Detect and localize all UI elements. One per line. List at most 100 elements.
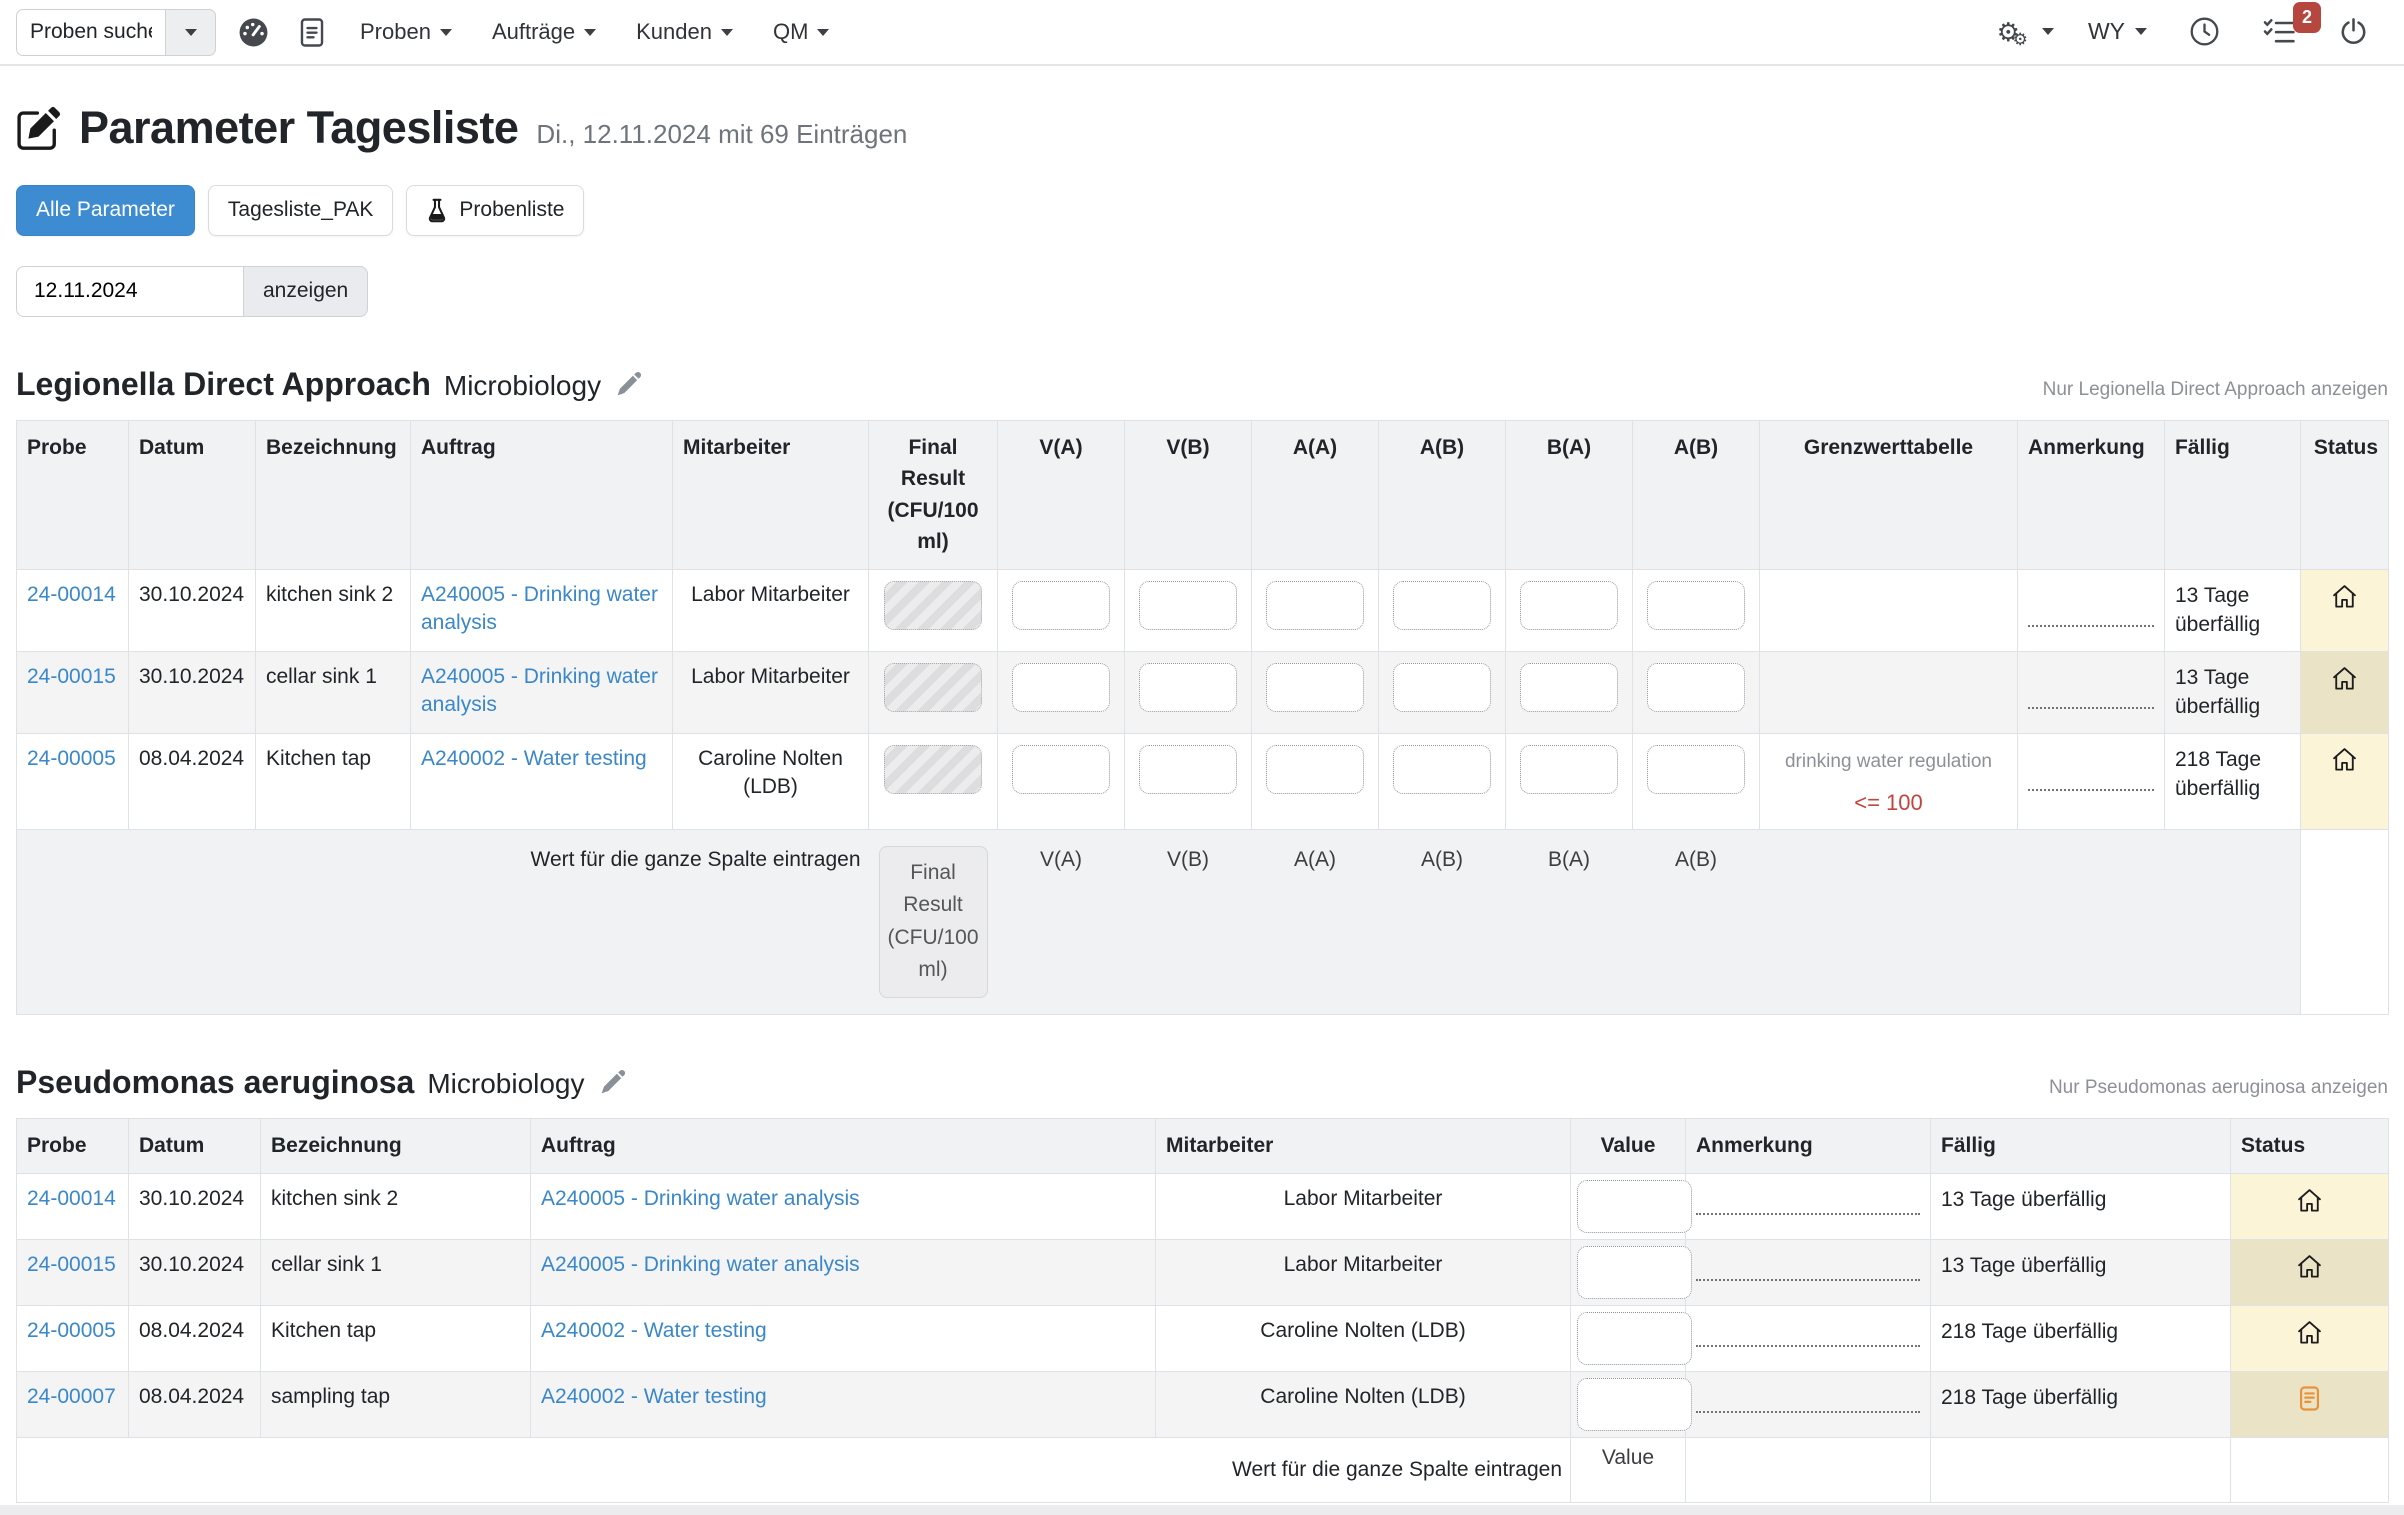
date-input[interactable]	[16, 266, 244, 317]
probe-link[interactable]: 24-00005	[27, 747, 116, 770]
col-status: Status	[2301, 420, 2389, 569]
edit-section-button[interactable]	[614, 370, 643, 399]
anmerkung-field[interactable]	[1696, 1411, 1920, 1413]
section-category: Microbiology	[427, 1065, 584, 1103]
a-b-input[interactable]	[1393, 745, 1491, 794]
chevron-down-icon	[721, 29, 733, 36]
menu-qm[interactable]: QM	[760, 17, 842, 47]
value-input[interactable]	[1577, 1180, 1692, 1233]
a-b2-input[interactable]	[1647, 663, 1745, 712]
tab-probenliste[interactable]: Probenliste	[406, 185, 584, 236]
fill-final-result-button[interactable]: Final Result (CFU/100 ml)	[879, 846, 988, 998]
probe-link[interactable]: 24-00014	[27, 583, 116, 606]
tab-alle-parameter[interactable]: Alle Parameter	[16, 185, 195, 236]
document-button[interactable]	[291, 17, 333, 48]
status-cell	[2231, 1239, 2389, 1305]
fill-ab2-button[interactable]: A(B)	[1633, 829, 1760, 1014]
a-b2-input[interactable]	[1647, 745, 1745, 794]
value-input[interactable]	[1577, 1246, 1692, 1299]
date-filter-group: anzeigen	[16, 266, 2388, 317]
column-fill-row: Wert für die ganze Spalte eintragen Valu…	[17, 1437, 2389, 1502]
col-aa: A(A)	[1252, 420, 1379, 569]
pseudomonas-table: Probe Datum Bezeichnung Auftrag Mitarbei…	[16, 1118, 2389, 1503]
probe-link[interactable]: 24-00015	[27, 1253, 116, 1276]
settings-menu[interactable]: ⚙⚙	[1997, 19, 2054, 45]
probe-link[interactable]: 24-00007	[27, 1385, 116, 1408]
chevron-down-icon	[2042, 28, 2054, 35]
v-b-input[interactable]	[1139, 663, 1237, 712]
logout-button[interactable]	[2331, 17, 2376, 46]
probe-link[interactable]: 24-00015	[27, 665, 116, 688]
a-b2-input[interactable]	[1647, 581, 1745, 630]
filter-only-legionella-link[interactable]: Nur Legionella Direct Approach anzeigen	[2043, 377, 2388, 403]
v-a-input[interactable]	[1012, 663, 1110, 712]
col-mitarbeiter: Mitarbeiter	[1156, 1119, 1571, 1174]
mitarbeiter-cell: Caroline Nolten (LDB)	[1156, 1305, 1571, 1371]
fill-aa-button[interactable]: A(A)	[1252, 829, 1379, 1014]
fill-ab-button[interactable]: A(B)	[1379, 829, 1506, 1014]
a-b-input[interactable]	[1393, 581, 1491, 630]
section-legionella-header: Legionella Direct Approach Microbiology …	[16, 363, 2388, 406]
mitarbeiter-cell: Caroline Nolten (LDB)	[673, 733, 869, 829]
anmerkung-field[interactable]	[1696, 1213, 1920, 1215]
filter-tabs: Alle Parameter Tagesliste_PAK Probenlist…	[16, 185, 2388, 236]
b-a-input[interactable]	[1520, 581, 1618, 630]
anmerkung-field[interactable]	[2028, 789, 2154, 791]
dashboard-button[interactable]	[230, 17, 277, 48]
fill-vb-button[interactable]: V(B)	[1125, 829, 1252, 1014]
v-a-input[interactable]	[1012, 581, 1110, 630]
menu-auftraege[interactable]: Aufträge	[479, 17, 609, 47]
auftrag-link[interactable]: A240002 - Water testing	[541, 1319, 767, 1342]
mitarbeiter-cell: Labor Mitarbeiter	[673, 569, 869, 651]
b-a-input[interactable]	[1520, 663, 1618, 712]
filter-only-pseudomonas-link[interactable]: Nur Pseudomonas aeruginosa anzeigen	[2049, 1075, 2388, 1101]
user-menu[interactable]: WY	[2088, 16, 2147, 47]
home-icon	[2296, 1319, 2323, 1346]
search-input[interactable]	[16, 9, 166, 56]
probe-link[interactable]: 24-00005	[27, 1319, 116, 1342]
status-cell	[2231, 1173, 2389, 1239]
col-faellig: Fällig	[2165, 420, 2301, 569]
bezeichnung-cell: cellar sink 1	[261, 1239, 531, 1305]
col-bezeichnung: Bezeichnung	[261, 1119, 531, 1174]
fill-value-button[interactable]: Value	[1571, 1437, 1686, 1502]
anmerkung-field[interactable]	[2028, 625, 2154, 627]
value-input[interactable]	[1577, 1378, 1692, 1431]
anmerkung-field[interactable]	[1696, 1279, 1920, 1281]
fill-va-button[interactable]: V(A)	[998, 829, 1125, 1014]
anmerkung-field[interactable]	[1696, 1345, 1920, 1347]
menu-kunden[interactable]: Kunden	[623, 17, 746, 47]
v-a-input[interactable]	[1012, 745, 1110, 794]
history-button[interactable]	[2181, 16, 2228, 47]
a-a-input[interactable]	[1266, 663, 1364, 712]
home-icon	[2331, 746, 2358, 773]
auftrag-link[interactable]: A240002 - Water testing	[421, 747, 647, 770]
auftrag-link[interactable]: A240005 - Drinking water analysis	[421, 583, 658, 634]
auftrag-link[interactable]: A240005 - Drinking water analysis	[421, 665, 658, 716]
fill-ba-button[interactable]: B(A)	[1506, 829, 1633, 1014]
a-b-input[interactable]	[1393, 663, 1491, 712]
auftrag-link[interactable]: A240002 - Water testing	[541, 1385, 767, 1408]
auftrag-link[interactable]: A240005 - Drinking water analysis	[541, 1187, 860, 1210]
b-a-input[interactable]	[1520, 745, 1618, 794]
value-input[interactable]	[1577, 1312, 1692, 1365]
v-b-input[interactable]	[1139, 745, 1237, 794]
faellig-cell: 218 Tage überfällig	[1931, 1371, 2231, 1437]
tab-tagesliste-pak[interactable]: Tagesliste_PAK	[208, 185, 394, 236]
col-final-result: Final Result (CFU/100 ml)	[869, 420, 998, 569]
table-row: 24-00007 08.04.2024 sampling tap A240002…	[17, 1371, 2389, 1437]
menu-label: Kunden	[636, 17, 712, 47]
probe-link[interactable]: 24-00014	[27, 1187, 116, 1210]
menu-proben[interactable]: Proben	[347, 17, 465, 47]
a-a-input[interactable]	[1266, 745, 1364, 794]
search-dropdown-button[interactable]	[166, 9, 216, 56]
bezeichnung-cell: cellar sink 1	[256, 651, 411, 733]
page-header: Parameter Tagesliste Di., 12.11.2024 mit…	[16, 98, 2388, 159]
edit-section-button[interactable]	[598, 1068, 627, 1097]
anmerkung-field[interactable]	[2028, 707, 2154, 709]
show-button[interactable]: anzeigen	[244, 266, 368, 317]
auftrag-link[interactable]: A240005 - Drinking water analysis	[541, 1253, 860, 1276]
a-a-input[interactable]	[1266, 581, 1364, 630]
v-b-input[interactable]	[1139, 581, 1237, 630]
tasks-button[interactable]: 2	[2262, 16, 2297, 47]
